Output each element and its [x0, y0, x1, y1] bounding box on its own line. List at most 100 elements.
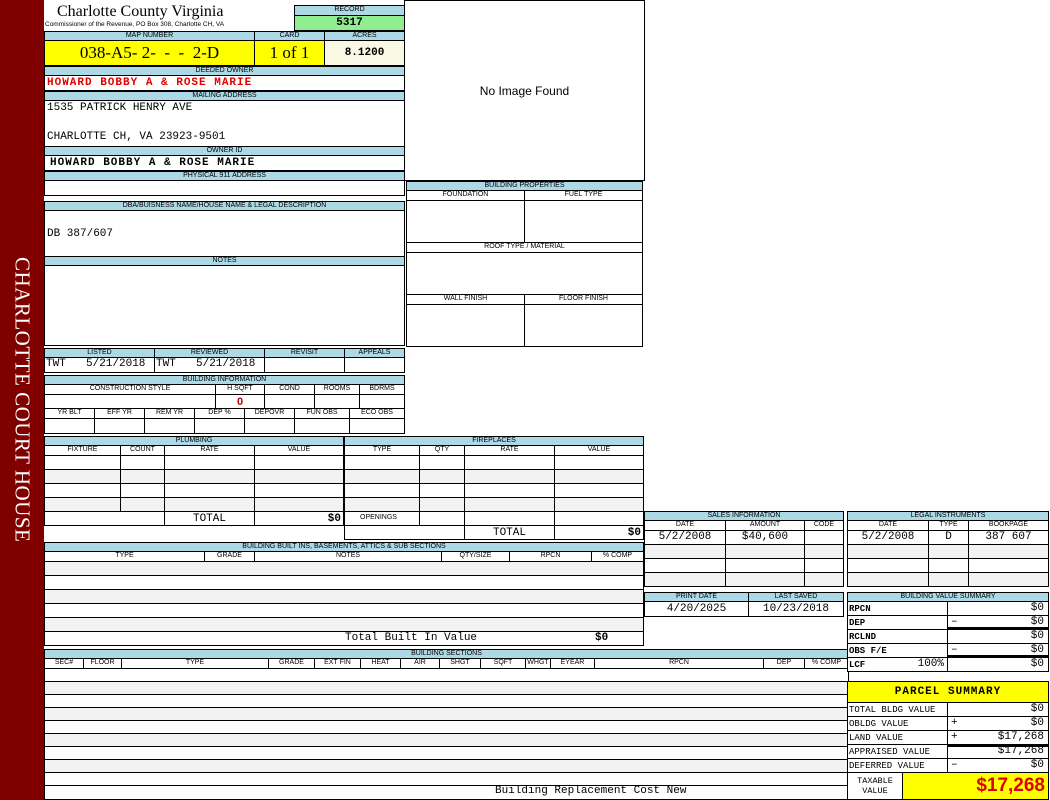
builtins-row[interactable] [44, 603, 644, 618]
bvs-value-cell [947, 657, 1049, 672]
plumbing-cell[interactable] [254, 497, 344, 512]
print-date: 4/20/2025 [644, 601, 749, 617]
building-info-cell[interactable] [194, 418, 245, 434]
legal-instruments-cell[interactable] [928, 572, 969, 587]
parcel-summary-sign: + [951, 731, 958, 743]
building-section-row[interactable] [44, 668, 849, 682]
building-info-cell[interactable] [94, 418, 145, 434]
fireplaces-cell[interactable] [554, 469, 644, 484]
sales-cell[interactable] [644, 544, 726, 559]
legal-instruments-cell[interactable] [968, 572, 1049, 587]
plumbing-cell[interactable] [120, 469, 165, 484]
plumbing-cell[interactable] [254, 455, 344, 470]
plumbing-cell[interactable] [120, 483, 165, 498]
parcel-summary-label: PARCEL SUMMARY [847, 681, 1049, 703]
legal-instruments-cell[interactable] [847, 544, 929, 559]
legal-instruments-cell[interactable] [968, 558, 1049, 573]
sales-cell[interactable] [725, 544, 805, 559]
building-info-cell[interactable] [349, 418, 405, 434]
wall-finish-value [406, 304, 525, 347]
sales-cell[interactable] [804, 572, 844, 587]
plumbing-cell[interactable] [44, 455, 121, 470]
building-section-row[interactable] [44, 733, 849, 747]
fireplaces-cell[interactable] [344, 469, 420, 484]
building-section-row[interactable] [44, 772, 849, 786]
fireplaces-cell[interactable] [464, 483, 555, 498]
sales-cell[interactable] [644, 572, 726, 587]
fireplaces-cell[interactable] [464, 469, 555, 484]
physical-address[interactable] [44, 180, 405, 196]
fireplaces-cell[interactable] [344, 483, 420, 498]
sales-cell[interactable] [725, 572, 805, 587]
plumbing-cell[interactable] [120, 455, 165, 470]
bvs-row-value: $0 [1030, 644, 1044, 656]
plumbing-cell[interactable] [164, 497, 255, 512]
fireplaces-cell[interactable] [344, 455, 420, 470]
plumbing-cell[interactable] [44, 497, 121, 512]
builtins-row[interactable] [44, 561, 644, 576]
builtins-total-row [44, 631, 644, 646]
sales-value: 5/2/2008 [658, 531, 712, 543]
builtins-row[interactable] [44, 575, 644, 590]
plumbing-cell[interactable] [254, 469, 344, 484]
building-section-row[interactable] [44, 720, 849, 734]
building-section-row[interactable] [44, 707, 849, 721]
foundation-value [406, 200, 525, 243]
building-section-row[interactable] [44, 681, 849, 695]
bvs-row-label: OBS F/E [847, 643, 948, 658]
legal-instruments-cell[interactable] [847, 558, 929, 573]
owner-id: HOWARD BOBBY A & ROSE MARIE [44, 155, 405, 171]
taxable-value: $17,268 [902, 772, 1049, 800]
county-title: Charlotte County Virginia [57, 3, 224, 20]
legal-instruments-cell[interactable] [847, 572, 929, 587]
fireplaces-cell[interactable] [554, 455, 644, 470]
mailing-line-2: CHARLOTTE CH, VA 23923-9501 [47, 131, 226, 143]
acres-value: 8.1200 [324, 40, 405, 66]
plumbing-cell[interactable] [164, 455, 255, 470]
plumbing-cell[interactable] [44, 483, 121, 498]
fireplaces-cell[interactable] [464, 455, 555, 470]
legal-instruments-cell[interactable] [928, 558, 969, 573]
plumbing-cell[interactable] [254, 483, 344, 498]
building-info-cell[interactable] [144, 418, 195, 434]
building-info-cell [264, 394, 315, 409]
legal-instruments-cell[interactable] [968, 544, 1049, 559]
notes-box[interactable] [44, 265, 405, 346]
sales-cell[interactable] [804, 544, 844, 559]
fireplaces-cell[interactable] [554, 511, 644, 526]
builtins-row[interactable] [44, 617, 644, 632]
fireplaces-cell[interactable] [464, 511, 555, 526]
builtins-row[interactable] [44, 589, 644, 604]
building-info-cell[interactable] [294, 418, 350, 434]
building-section-row[interactable] [44, 694, 849, 708]
plumbing-cell[interactable] [164, 483, 255, 498]
bvs-row-value: $0 [1030, 616, 1044, 628]
plumbing-cell[interactable] [164, 469, 255, 484]
roof-type-value [406, 252, 643, 295]
fireplaces-cell[interactable] [554, 483, 644, 498]
fireplaces-cell[interactable] [464, 497, 555, 512]
fireplaces-cell[interactable] [419, 469, 465, 484]
replacement-cost-label: Building Replacement Cost New [495, 785, 687, 797]
last-saved-date: 10/23/2018 [748, 601, 844, 617]
building-section-row[interactable] [44, 759, 849, 773]
fireplaces-cell[interactable] [419, 483, 465, 498]
parcel-summary-sign: + [951, 717, 958, 729]
fireplaces-cell[interactable] [554, 497, 644, 512]
fireplaces-cell[interactable] [419, 497, 465, 512]
sales-value: $40,600 [741, 531, 789, 543]
plumbing-cell[interactable] [120, 497, 165, 512]
fireplaces-cell[interactable] [344, 497, 420, 512]
building-section-row[interactable] [44, 746, 849, 760]
plumbing-cell[interactable] [44, 469, 121, 484]
parcel-summary-row-label: APPRAISED VALUE [847, 744, 948, 759]
sales-cell[interactable] [804, 558, 844, 573]
building-info-cell[interactable] [244, 418, 295, 434]
legal-instruments-cell[interactable] [928, 544, 969, 559]
building-info-cell[interactable] [44, 418, 95, 434]
sales-cell[interactable] [644, 558, 726, 573]
fireplaces-cell[interactable] [419, 511, 465, 526]
sidebar-banner: CHARLOTTE COURT HOUSE [0, 0, 44, 800]
sales-cell[interactable] [725, 558, 805, 573]
fireplaces-cell[interactable] [419, 455, 465, 470]
